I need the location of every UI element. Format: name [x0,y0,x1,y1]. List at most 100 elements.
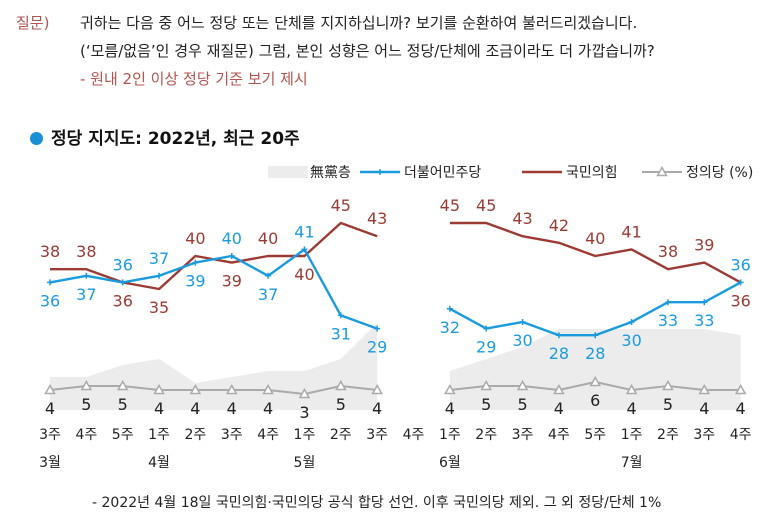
justice-point [698,383,711,395]
x-tick-label: 4주 [548,427,570,443]
ppp-data-label: 39 [694,236,714,255]
ppp-data-label: 45 [440,196,460,215]
justice-data-label: 5 [336,395,346,414]
justice-data-label: 4 [45,399,55,418]
x-tick-label: 2주 [185,427,207,443]
justice-point [44,383,56,395]
minjoo-data-label: 30 [512,331,532,350]
minjoo-data-label: 36 [730,255,750,274]
x-tick-label: 3주 [512,427,534,443]
ppp-data-label: 36 [730,291,750,310]
data-label-layer: 3836438375363653537440394394044037440413… [40,196,751,422]
month-label: 7월 [621,455,643,471]
minjoo-data-label: 28 [549,344,569,363]
month-label: 6월 [439,455,461,471]
minjoo-point [519,319,526,325]
month-label: 4월 [148,455,170,471]
minjoo-data-label: 33 [658,311,678,330]
ppp-data-label: 41 [621,222,641,241]
justice-point [553,383,565,395]
justice-point [189,383,202,395]
x-tick-label: 1주 [621,427,643,443]
justice-data-label: 4 [372,399,382,418]
justice-data-label: 4 [190,399,200,418]
justice-point [444,383,456,395]
question-label: 질문) [16,14,50,32]
justice-data-label: 4 [227,399,237,418]
ppp-data-label: 43 [512,209,532,228]
legend: 無黨층 더불어민주당 국민의힘 정의당 (%) [268,165,753,181]
x-tick-label: 2주 [475,427,497,443]
x-tick-label: 1주 [148,427,170,443]
x-axis-layer: 3주 4주 5주 1주 2주 3주 4주 1주 2주 3주 4주 1주 2주 3주 4주 5주 1주 2주 3주 4주… [39,427,752,471]
justice-data-label: 5 [481,395,491,414]
minjoo-point [374,325,381,332]
footnote: - 2022년 4월 18일 국민의힘·국민의당 공식 합당 선언. 이후 국민… [92,495,662,511]
justice-point [80,379,93,391]
minjoo-data-label: 31 [331,324,351,343]
minjoo-data-label: 41 [294,222,314,241]
justice-line-1 [49,385,378,395]
minjoo-point [664,299,671,306]
title-bullet-icon [30,132,43,145]
minjoo-point [483,325,490,332]
minjoo-data-label: 28 [585,344,605,363]
minjoo-data-label: 37 [149,249,169,268]
minjoo-data-label: 37 [76,285,96,304]
x-tick-label: 1주 [439,427,461,443]
justice-data-label: 4 [627,399,637,418]
justice-point [116,379,129,391]
x-tick-label: 3주 [366,427,388,443]
x-tick-label: 1주 [294,427,316,443]
mudang-area-1 [50,323,378,410]
justice-data-label: 4 [699,399,709,418]
ppp-data-label: 40 [585,229,605,248]
chart-title: 정당 지지도: 2022년, 최근 20주 [51,129,300,149]
minjoo-point [737,279,744,286]
minjoo-data-label: 36 [40,291,60,310]
justice-point [589,375,602,387]
minjoo-line-1 [49,248,378,330]
minjoo-point [337,312,344,319]
minjoo-point [83,272,90,279]
ppp-data-label: 40 [185,229,205,248]
minjoo-point [192,259,199,266]
x-tick-label: 4주 [75,427,97,443]
minjoo-point [592,332,599,339]
x-tick-label: 5주 [584,427,606,443]
x-tick-label: 4주 [730,427,752,443]
minjoo-point [555,332,562,339]
minjoo-point [301,246,308,253]
ppp-line-2 [449,221,742,284]
justice-point [480,379,492,391]
legend-ppp-label: 국민의힘 [566,165,618,181]
minjoo-data-label: 32 [440,318,460,337]
minjoo-data-label: 37 [258,285,278,304]
ppp-data-label: 45 [476,196,496,215]
month-label: 5월 [294,455,316,471]
minjoo-data-label: 29 [476,338,496,357]
justice-point [371,383,383,395]
month-label: 3월 [39,455,61,471]
justice-data-label: 4 [154,399,164,418]
question-line-2: (‘모름/없음’인 경우 재질문) 그럼, 본인 성향은 어느 정당/단체에 조… [80,42,655,60]
minjoo-data-label: 40 [222,229,242,248]
minjoo-point [265,272,272,279]
legend-justice-label: 정의당 (%) [686,165,753,181]
justice-data-label: 4 [736,399,746,418]
x-tick-label: 2주 [330,427,352,443]
justice-data-label: 4 [445,399,455,418]
justice-point [225,383,238,395]
x-tick-label: 3주 [39,427,61,443]
ppp-data-label: 38 [658,242,678,261]
justice-point [516,379,529,391]
minjoo-point [228,253,235,259]
ppp-data-label: 36 [113,291,133,310]
x-tick-label: 5주 [112,427,134,443]
minjoo-point [156,272,163,279]
justice-data-label: 6 [590,391,600,410]
minjoo-data-label: 30 [621,331,641,350]
x-tick-label: 3주 [693,427,715,443]
justice-point [262,383,274,395]
ppp-data-label: 35 [149,298,169,317]
